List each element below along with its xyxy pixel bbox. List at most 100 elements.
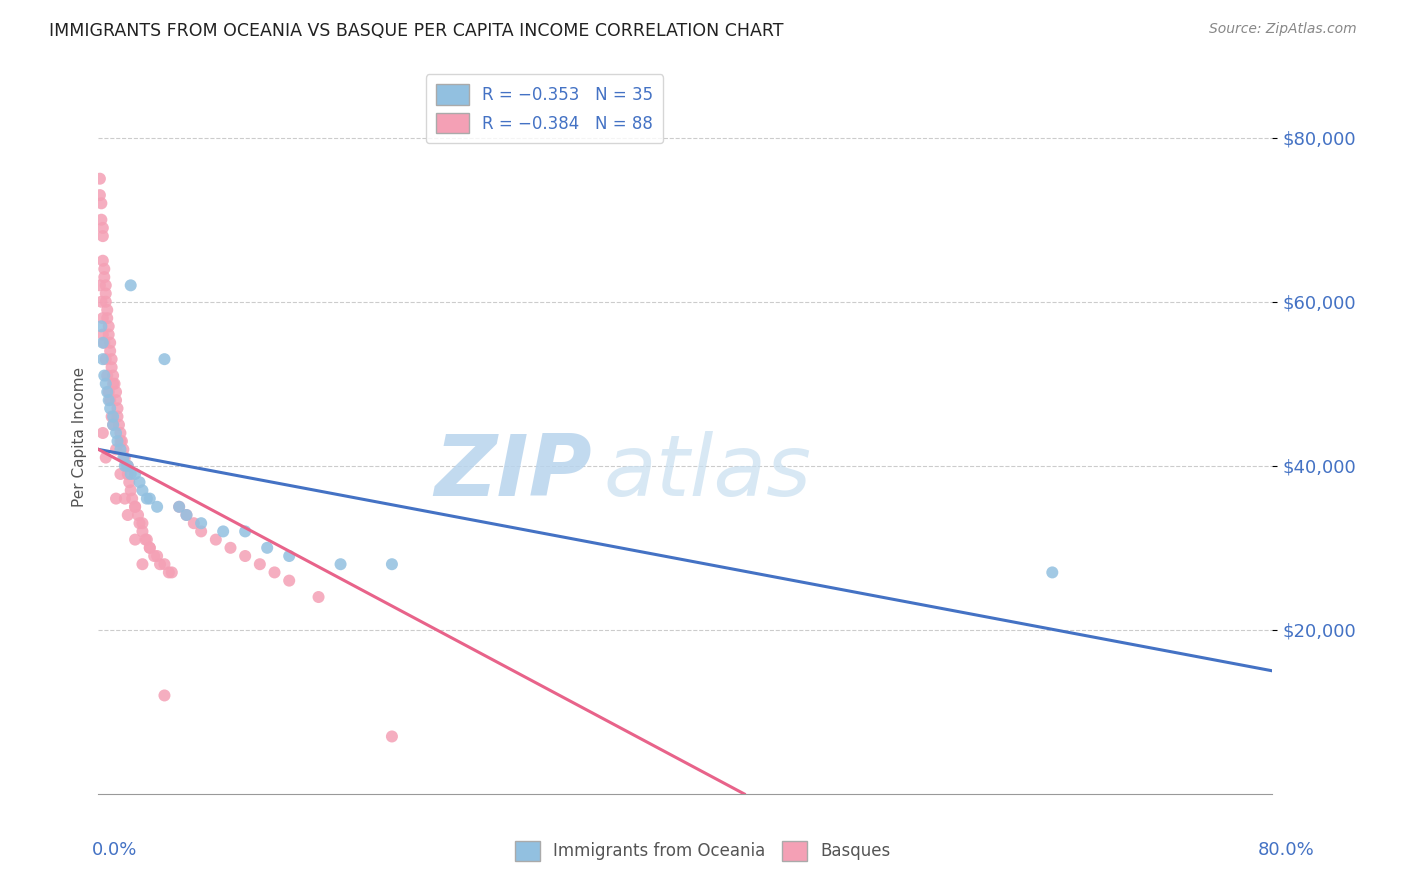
Point [89, 188, 111, 202]
Point [131, 516, 153, 531]
Point [233, 524, 256, 539]
Point [124, 533, 146, 547]
Legend: Immigrants from Oceania, Basques: Immigrants from Oceania, Basques [509, 834, 897, 868]
Point [233, 549, 256, 563]
Point [105, 491, 128, 506]
Point [120, 483, 142, 498]
Point [107, 409, 129, 424]
Point [128, 516, 150, 531]
Point [167, 500, 190, 514]
Point [190, 524, 212, 539]
Point [183, 516, 205, 531]
Point [127, 508, 149, 522]
Point [105, 393, 128, 408]
Point [278, 574, 301, 588]
Point [107, 401, 129, 416]
Point [131, 524, 153, 539]
Point [114, 450, 136, 465]
Point [96, 302, 118, 317]
Text: 0.0%: 0.0% [91, 841, 136, 859]
Point [139, 541, 162, 555]
Point [93, 261, 115, 276]
Point [278, 549, 301, 563]
Point [91, 425, 114, 440]
Point [96, 368, 118, 383]
Point [120, 278, 142, 293]
Point [101, 368, 124, 383]
Point [212, 524, 235, 539]
Point [121, 491, 143, 506]
Point [105, 425, 128, 440]
Point [176, 508, 198, 522]
Point [98, 335, 121, 350]
Point [249, 558, 271, 572]
Point [96, 384, 118, 399]
Point [128, 475, 150, 490]
Point [108, 417, 131, 432]
Point [160, 566, 183, 580]
Point [149, 558, 172, 572]
Point [134, 533, 156, 547]
Point [91, 352, 114, 367]
Point [94, 450, 117, 465]
Point [98, 343, 121, 358]
Point [135, 533, 157, 547]
Point [101, 417, 124, 432]
Point [111, 434, 134, 449]
Point [91, 311, 114, 326]
Point [100, 409, 122, 424]
Point [97, 393, 120, 408]
Point [157, 566, 180, 580]
Point [97, 319, 120, 334]
Point [263, 566, 285, 580]
Point [381, 558, 404, 572]
Point [93, 270, 115, 285]
Point [114, 491, 136, 506]
Point [131, 558, 153, 572]
Point [118, 475, 141, 490]
Point [110, 425, 132, 440]
Text: 80.0%: 80.0% [1258, 841, 1315, 859]
Point [93, 368, 115, 383]
Point [117, 458, 139, 473]
Point [91, 229, 114, 244]
Point [110, 434, 132, 449]
Point [205, 533, 228, 547]
Point [94, 278, 117, 293]
Point [101, 376, 124, 391]
Point [256, 541, 278, 555]
Point [105, 384, 128, 399]
Point [94, 352, 117, 367]
Point [117, 467, 139, 481]
Point [90, 294, 112, 309]
Point [219, 541, 242, 555]
Point [91, 327, 114, 342]
Point [190, 516, 212, 531]
Point [308, 590, 330, 604]
Point [107, 434, 129, 449]
Point [135, 491, 157, 506]
Point [139, 491, 162, 506]
Point [93, 335, 115, 350]
Point [96, 311, 118, 326]
Point [91, 221, 114, 235]
Point [94, 294, 117, 309]
Point [329, 558, 352, 572]
Point [90, 196, 112, 211]
Point [120, 467, 142, 481]
Point [100, 360, 122, 375]
Point [90, 319, 112, 334]
Point [90, 212, 112, 227]
Point [117, 458, 139, 473]
Point [89, 278, 111, 293]
Point [101, 409, 124, 424]
Point [100, 352, 122, 367]
Point [1040, 566, 1063, 580]
Point [176, 508, 198, 522]
Y-axis label: Per Capita Income: Per Capita Income [72, 367, 87, 508]
Point [98, 393, 121, 408]
Point [124, 500, 146, 514]
Point [91, 335, 114, 350]
Point [146, 500, 169, 514]
Point [103, 376, 125, 391]
